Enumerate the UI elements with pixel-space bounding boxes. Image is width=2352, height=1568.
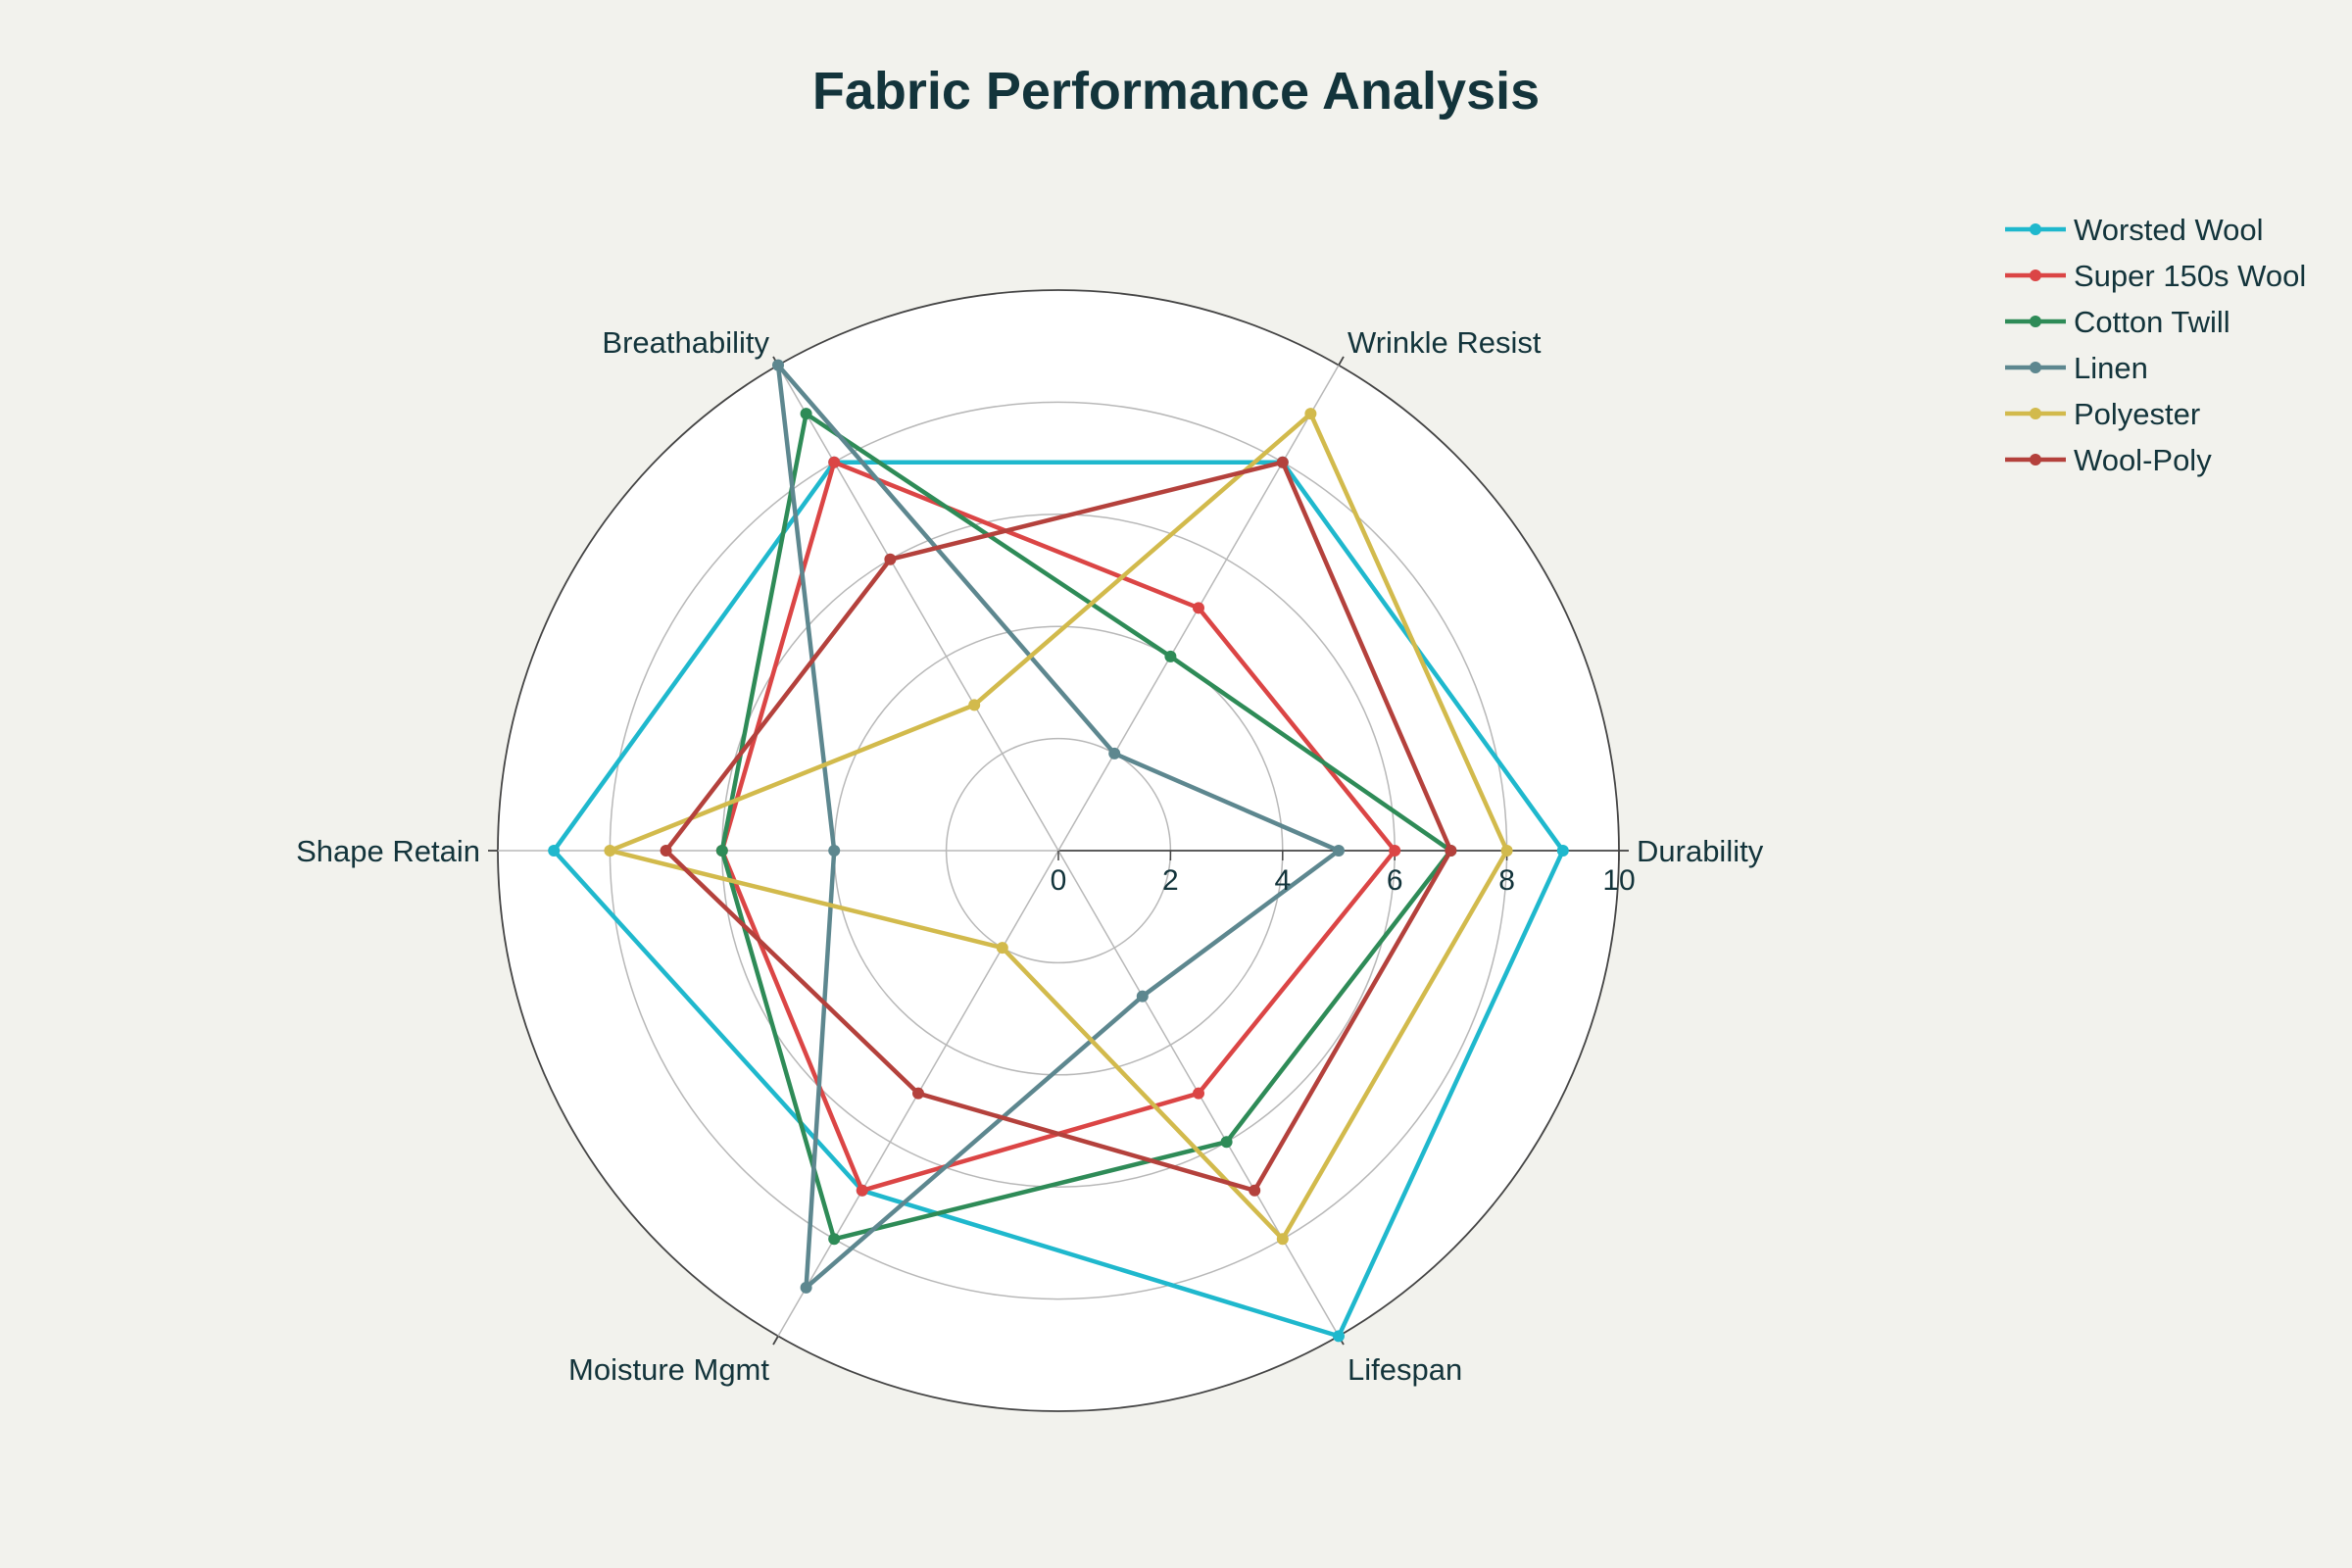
data-point[interactable] <box>1389 845 1401 857</box>
data-point[interactable] <box>548 845 561 857</box>
legend-label: Linen <box>2074 351 2148 385</box>
series-4 <box>604 408 1513 1246</box>
radial-tick-label: 10 <box>1602 864 1635 897</box>
data-point[interactable] <box>604 845 616 857</box>
legend-item[interactable]: Super 150s Wool <box>2005 259 2306 293</box>
data-point[interactable] <box>800 1281 812 1294</box>
legend-swatch-marker <box>2030 454 2041 466</box>
legend[interactable]: Worsted Wool Super 150s Wool Cotton Twill L… <box>2005 213 2306 477</box>
data-point[interactable] <box>1445 845 1457 857</box>
data-point[interactable] <box>1276 1233 1289 1246</box>
radial-tick-label: 0 <box>1051 864 1067 897</box>
legend-item[interactable]: Wool-Poly <box>2005 443 2212 477</box>
legend-item[interactable]: Worsted Wool <box>2005 213 2264 247</box>
spoke-tick <box>772 1335 779 1346</box>
axis-label: Moisture Mgmt <box>568 1352 769 1387</box>
data-point[interactable] <box>1108 747 1121 760</box>
data-point[interactable] <box>800 408 812 420</box>
legend-swatch-marker <box>2030 223 2041 235</box>
axis-label: Wrinkle Resist <box>1348 325 1542 360</box>
series-5 <box>660 456 1457 1197</box>
axis-label: Lifespan <box>1348 1352 1462 1387</box>
data-point[interactable] <box>1136 990 1149 1003</box>
data-point[interactable] <box>1276 456 1289 468</box>
radial-tick-label: 4 <box>1274 864 1291 897</box>
radial-tick-label: 6 <box>1387 864 1403 897</box>
data-point[interactable] <box>1556 845 1569 857</box>
data-point[interactable] <box>1220 1136 1233 1149</box>
chart-title: Fabric Performance Analysis <box>811 62 1541 121</box>
radial-tick-label: 8 <box>1498 864 1515 897</box>
legend-label: Super 150s Wool <box>2074 259 2306 293</box>
axis-label: Breathability <box>602 325 769 360</box>
legend-item[interactable]: Linen <box>2005 351 2148 385</box>
legend-label: Worsted Wool <box>2074 213 2264 247</box>
data-point[interactable] <box>1500 845 1513 857</box>
legend-swatch-marker <box>2030 316 2041 327</box>
grid-layer <box>488 289 1629 1412</box>
data-point[interactable] <box>856 1184 868 1197</box>
axis-label: Durability <box>1637 834 1764 868</box>
legend-swatch-marker <box>2030 270 2041 281</box>
data-point[interactable] <box>884 553 897 565</box>
data-point[interactable] <box>1249 1184 1261 1197</box>
data-point[interactable] <box>772 359 784 371</box>
data-point[interactable] <box>1333 845 1345 857</box>
legend-item[interactable]: Polyester <box>2005 397 2200 431</box>
data-point[interactable] <box>1193 1087 1204 1100</box>
data-point[interactable] <box>1164 650 1177 662</box>
legend-label: Wool-Poly <box>2074 443 2212 477</box>
data-point[interactable] <box>715 845 728 857</box>
data-point[interactable] <box>660 845 672 857</box>
legend-swatch-marker <box>2030 362 2041 373</box>
data-point[interactable] <box>1333 1330 1345 1343</box>
data-point[interactable] <box>1193 602 1204 614</box>
spoke-tick <box>1338 356 1345 367</box>
data-point[interactable] <box>828 1233 841 1246</box>
legend-swatch-marker <box>2030 408 2041 419</box>
axis-label: Shape Retain <box>296 834 480 868</box>
data-point[interactable] <box>912 1087 924 1100</box>
radial-tick-label: 2 <box>1162 864 1179 897</box>
data-point[interactable] <box>828 456 841 468</box>
data-point[interactable] <box>996 942 1008 955</box>
data-point[interactable] <box>828 845 841 857</box>
series-layer <box>548 359 1569 1343</box>
legend-label: Cotton Twill <box>2074 305 2230 339</box>
data-point[interactable] <box>968 699 981 711</box>
data-point[interactable] <box>1304 408 1317 420</box>
legend-item[interactable]: Cotton Twill <box>2005 305 2230 339</box>
spoke-line <box>777 365 1059 852</box>
legend-label: Polyester <box>2074 397 2200 431</box>
series-3 <box>772 359 1345 1294</box>
